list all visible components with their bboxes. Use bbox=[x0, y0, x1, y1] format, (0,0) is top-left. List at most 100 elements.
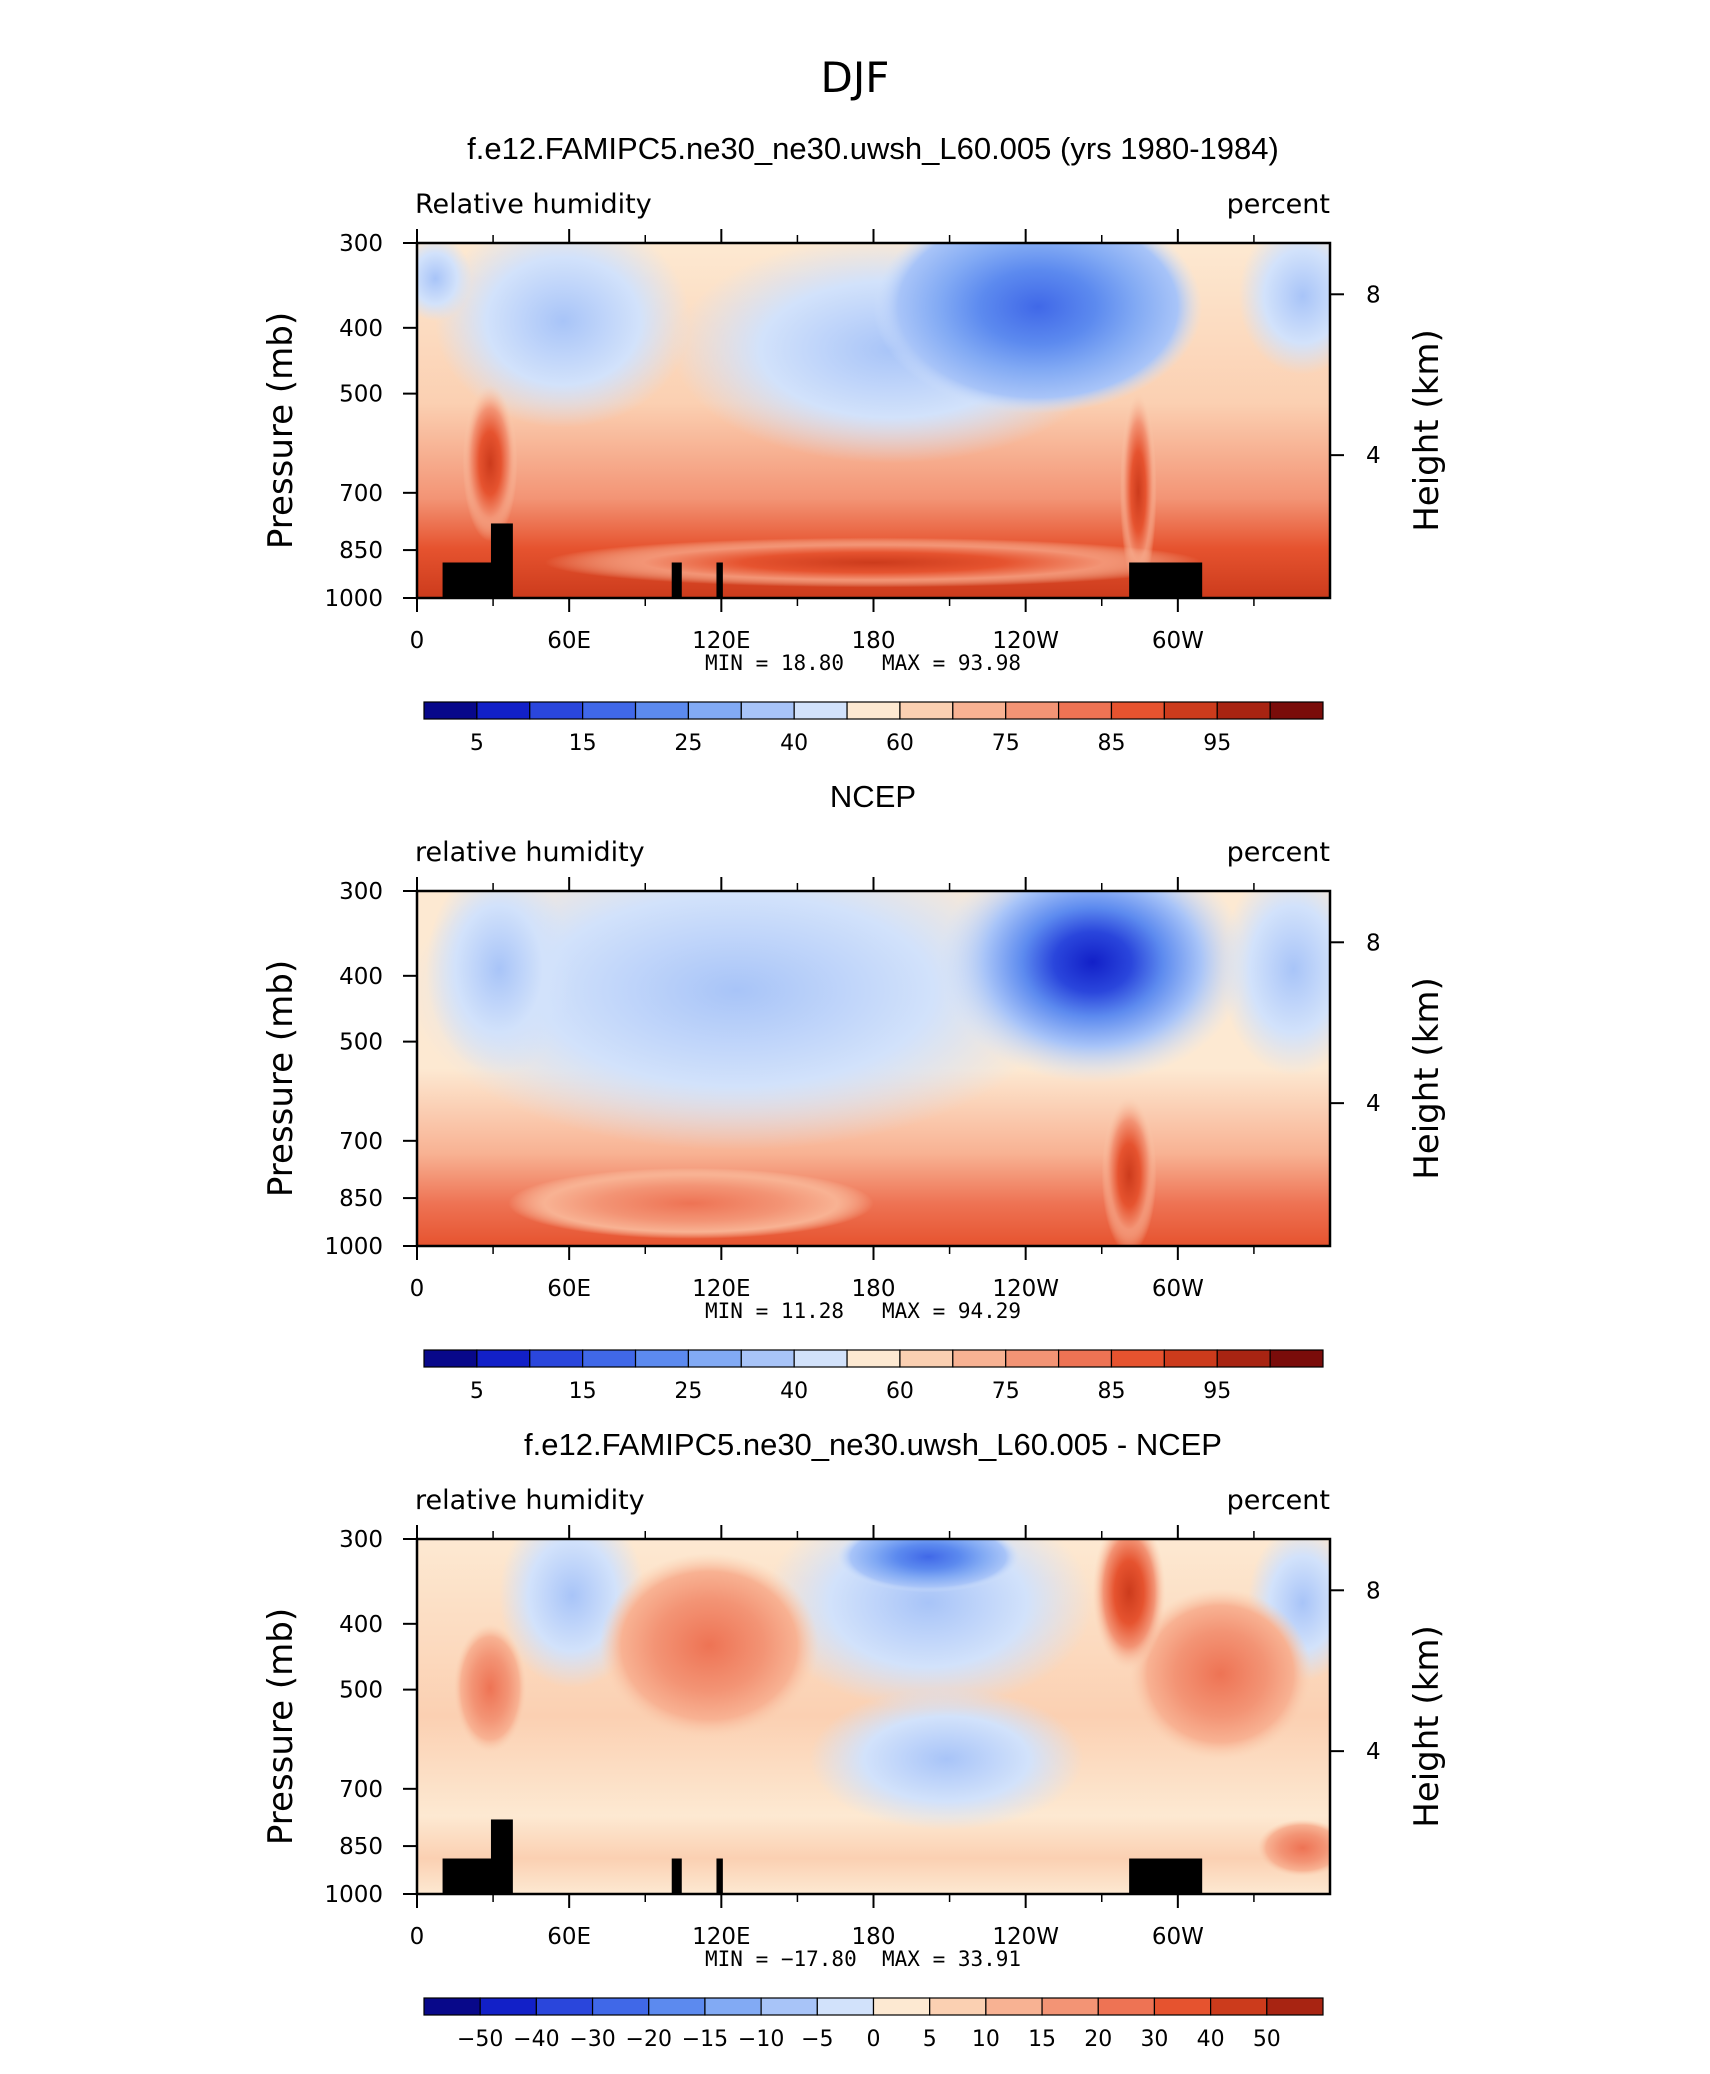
contour-region bbox=[937, 891, 1248, 1083]
colorbar-swatch bbox=[793, 1349, 848, 1368]
colorbar-label: 75 bbox=[992, 731, 1020, 756]
x-tick-label: 60W bbox=[1152, 628, 1204, 654]
y2-tick-label: 4 bbox=[1366, 1091, 1381, 1117]
colorbar: 5 15 25 40 60 75 85 95 bbox=[423, 1349, 1324, 1404]
colorbar-swatch bbox=[1266, 1997, 1324, 2016]
y2-tick-label: 8 bbox=[1366, 1578, 1381, 1604]
colorbar: 5 15 25 40 60 75 85 95 bbox=[423, 701, 1324, 756]
y-tick-label: 1000 bbox=[324, 1882, 383, 1908]
colorbar-swatch bbox=[899, 1349, 954, 1368]
colorbar-swatch bbox=[740, 701, 795, 720]
colorbar-swatch bbox=[704, 1997, 762, 2016]
x-tick-label: 180 bbox=[852, 628, 896, 654]
contour-field bbox=[417, 1539, 1330, 1894]
contour-region bbox=[462, 385, 518, 542]
min-value: MIN = 11.28 bbox=[705, 1299, 844, 1323]
colorbar-label: 95 bbox=[1203, 1379, 1231, 1404]
panel-title: NCEP bbox=[830, 779, 916, 814]
colorbar-swatch bbox=[1005, 1349, 1060, 1368]
colorbar-swatch bbox=[952, 701, 1007, 720]
x-tick-label: 60W bbox=[1152, 1924, 1204, 1950]
y-tick-label: 300 bbox=[339, 879, 383, 905]
terrain-mask bbox=[442, 562, 495, 598]
colorbar-swatch bbox=[1216, 1349, 1271, 1368]
colorbar-swatch bbox=[793, 701, 848, 720]
colorbar-swatch bbox=[1097, 1997, 1156, 2016]
colorbar-label: 15 bbox=[569, 731, 597, 756]
colorbar-swatch bbox=[1210, 1997, 1268, 2016]
colorbar-label: −5 bbox=[801, 2027, 833, 2052]
colorbar-swatch bbox=[634, 1349, 690, 1368]
y-tick-label: 400 bbox=[339, 1612, 383, 1638]
contour-region bbox=[1101, 1096, 1157, 1246]
contour-region bbox=[1120, 392, 1157, 591]
colorbar-label: 25 bbox=[674, 731, 702, 756]
colorbar: −50 −40 −30 −20 −15 −10 −5 0 5 10 15 20 30 40 50 bbox=[423, 1997, 1324, 2052]
contour-region bbox=[435, 243, 691, 428]
colorbar-label: 60 bbox=[886, 731, 914, 756]
y-tick-label: 500 bbox=[339, 1030, 383, 1056]
colorbar-swatch bbox=[479, 1997, 537, 2016]
x-tick-label: 60W bbox=[1152, 1276, 1204, 1302]
min-value: MIN = −17.80 bbox=[705, 1947, 857, 1971]
y2-axis-title: Height (km) bbox=[1407, 329, 1447, 532]
figure-title: DJF bbox=[821, 53, 890, 102]
x-tick-label: 180 bbox=[852, 1276, 896, 1302]
colorbar-label: 50 bbox=[1253, 2027, 1281, 2052]
colorbar-label: −30 bbox=[569, 2027, 615, 2052]
colorbar-swatch bbox=[591, 1997, 650, 2016]
terrain-mask bbox=[1129, 562, 1203, 598]
y2-tick-label: 4 bbox=[1366, 1739, 1381, 1765]
colorbar-label: 40 bbox=[1197, 2027, 1225, 2052]
terrain-mask bbox=[671, 1858, 682, 1894]
terrain-mask bbox=[490, 1819, 513, 1894]
panel-title: f.e12.FAMIPC5.ne30_ne30.uwsh_L60.005 (yr… bbox=[467, 131, 1279, 166]
colorbar-label: 20 bbox=[1084, 2027, 1112, 2052]
colorbar-label: −50 bbox=[457, 2027, 503, 2052]
colorbar-swatch bbox=[1269, 701, 1324, 720]
colorbar-swatch bbox=[1057, 701, 1113, 720]
y-tick-label: 850 bbox=[339, 1186, 383, 1212]
variable-label: relative humidity bbox=[415, 1485, 645, 1516]
y-tick-label: 300 bbox=[339, 231, 383, 257]
x-tick-label: 120W bbox=[992, 628, 1059, 654]
units-label: percent bbox=[1227, 1485, 1330, 1516]
contour-region bbox=[417, 243, 472, 322]
colorbar-label: 0 bbox=[867, 2027, 881, 2052]
colorbar-swatch bbox=[1153, 1997, 1212, 2016]
y-axis-title: Pressure (mb) bbox=[261, 312, 301, 549]
y-axis-title: Pressure (mb) bbox=[261, 960, 301, 1197]
y-tick-label: 700 bbox=[339, 1129, 383, 1155]
contour-region bbox=[873, 243, 1203, 414]
variable-label: Relative humidity bbox=[415, 189, 652, 220]
contour-region bbox=[1092, 1539, 1166, 1671]
y-tick-label: 1000 bbox=[324, 1234, 383, 1260]
x-tick-label: 120E bbox=[692, 1924, 750, 1950]
colorbar-swatch bbox=[1163, 1349, 1218, 1368]
colorbar-swatch bbox=[740, 1349, 795, 1368]
colorbar-label: 85 bbox=[1097, 1379, 1125, 1404]
contour-region bbox=[1129, 1588, 1312, 1760]
colorbar-label: 85 bbox=[1097, 731, 1125, 756]
colorbar-label: −15 bbox=[682, 2027, 728, 2052]
y-axis-title: Pressure (mb) bbox=[261, 1608, 301, 1845]
colorbar-swatch bbox=[423, 1349, 478, 1368]
terrain-mask bbox=[716, 562, 723, 598]
y2-axis-title: Height (km) bbox=[1407, 977, 1447, 1180]
contour-region bbox=[1256, 1819, 1330, 1877]
colorbar-swatch bbox=[423, 1997, 481, 2016]
colorbar-swatch bbox=[634, 701, 690, 720]
contour-region bbox=[809, 1688, 1084, 1831]
colorbar-label: 40 bbox=[780, 731, 808, 756]
terrain-mask bbox=[1129, 1858, 1203, 1894]
colorbar-label: 30 bbox=[1140, 2027, 1168, 2052]
x-tick-label: 120E bbox=[692, 1276, 750, 1302]
colorbar-label: 5 bbox=[470, 731, 484, 756]
colorbar-swatch bbox=[535, 1997, 594, 2016]
colorbar-label: −10 bbox=[738, 2027, 784, 2052]
contour-region bbox=[417, 891, 1066, 1151]
panel-1: f.e12.FAMIPC5.ne30_ne30.uwsh_L60.005 (yr… bbox=[261, 131, 1447, 756]
y-tick-label: 700 bbox=[339, 481, 383, 507]
panel-title: f.e12.FAMIPC5.ne30_ne30.uwsh_L60.005 - N… bbox=[524, 1427, 1222, 1462]
